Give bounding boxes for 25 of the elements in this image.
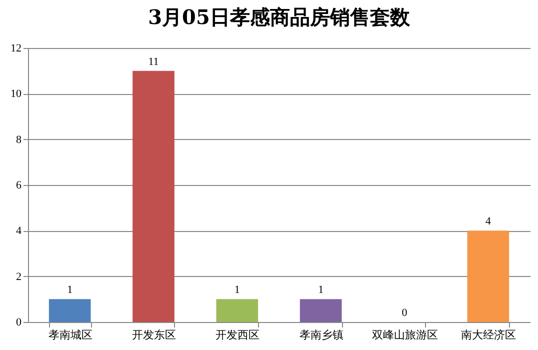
bar xyxy=(300,299,342,322)
data-label: 0 xyxy=(402,307,408,319)
y-tick-label: 8 xyxy=(16,134,22,146)
y-tick-label: 4 xyxy=(16,225,22,238)
data-label: 1 xyxy=(234,284,240,296)
bar xyxy=(48,299,91,322)
data-label: 4 xyxy=(485,216,492,228)
bar xyxy=(132,70,174,322)
x-tick-label: 孝南乡镇 xyxy=(299,328,344,342)
chart-title: 3月05日孝感商品房销售套数 xyxy=(148,5,411,29)
x-tick-label: 孝南城区 xyxy=(48,328,92,342)
data-label: 1 xyxy=(67,284,73,296)
y-tick-label: 12 xyxy=(10,42,22,54)
y-tick-label: 10 xyxy=(10,88,22,100)
x-tick-label: 南大经济区 xyxy=(461,328,516,342)
x-tick-label: 开发东区 xyxy=(132,328,176,342)
y-tick-label: 6 xyxy=(16,180,22,192)
y-tick-label: 0 xyxy=(16,316,22,328)
bar xyxy=(467,230,510,322)
y-tick-label: 2 xyxy=(16,270,22,283)
data-label: 1 xyxy=(318,284,324,296)
x-tick-label: 双峰山旅游区 xyxy=(372,328,438,342)
data-label: 11 xyxy=(148,56,159,68)
x-tick-label: 开发西区 xyxy=(216,328,260,342)
bar xyxy=(216,299,258,322)
